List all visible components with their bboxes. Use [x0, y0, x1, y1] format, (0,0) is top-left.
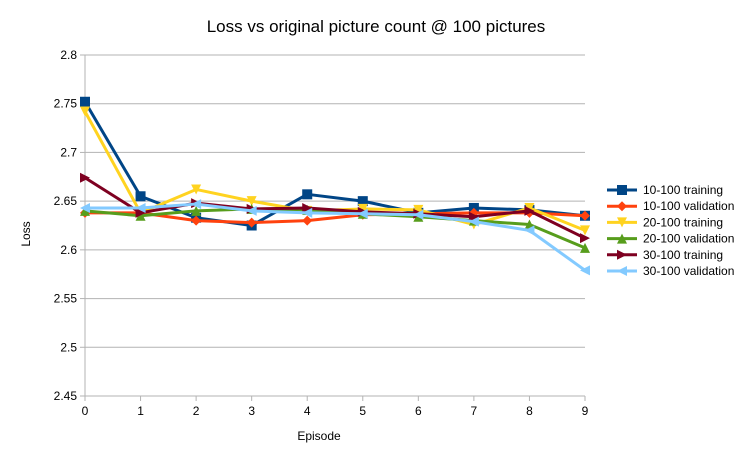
y-tick-label: 2.45 — [54, 389, 78, 403]
grid — [84, 54, 585, 397]
legend-entry: 10-100 validation — [607, 199, 734, 213]
data-point — [413, 209, 424, 220]
data-point — [524, 202, 535, 213]
legend-label: 20-100 training — [643, 215, 723, 229]
legend-label: 30-100 training — [643, 248, 723, 262]
y-tick-label: 2.5 — [60, 340, 77, 354]
data-point — [191, 184, 202, 195]
data-point — [302, 202, 313, 213]
legend-marker — [617, 249, 627, 260]
data-point — [246, 217, 257, 228]
series-6 — [80, 199, 590, 276]
data-point — [80, 205, 90, 216]
data-point — [191, 205, 202, 216]
data-point — [135, 191, 146, 202]
x-tick-label: 5 — [359, 404, 366, 418]
x-tick-label: 6 — [415, 404, 422, 418]
legend-marker — [617, 185, 627, 195]
y-axis-label: Loss — [19, 221, 33, 246]
data-point — [80, 106, 90, 117]
legend-label: 20-100 validation — [643, 232, 734, 246]
x-axis: 0 1 2 3 4 5 6 7 8 9 — [82, 396, 589, 418]
series-line — [84, 176, 586, 240]
legend: 10-100 training 10-100 validation 20-100 t… — [607, 183, 734, 278]
series-5 — [80, 172, 590, 244]
legend-entry: 20-100 training — [607, 215, 723, 229]
x-tick-label: 9 — [582, 404, 589, 418]
x-tick-label: 7 — [471, 404, 478, 418]
data-point — [468, 211, 479, 222]
data-point — [80, 172, 90, 183]
y-tick-label: 2.65 — [54, 194, 78, 208]
x-tick-label: 1 — [137, 404, 144, 418]
series-group — [80, 96, 590, 276]
data-point — [135, 207, 146, 218]
legend-marker — [617, 201, 627, 212]
data-point — [580, 210, 590, 221]
series-line — [85, 202, 586, 272]
y-tick-label: 2.8 — [60, 48, 77, 62]
x-tick-label: 8 — [526, 404, 533, 418]
x-tick-label: 0 — [82, 404, 89, 418]
data-point — [580, 242, 590, 253]
legend-label: 10-100 validation — [643, 199, 734, 213]
data-point — [302, 207, 313, 218]
legend-label: 10-100 training — [643, 183, 723, 197]
data-point — [302, 189, 313, 200]
legend-entry: 30-100 training — [607, 248, 723, 262]
data-point — [357, 196, 368, 207]
data-point — [302, 215, 313, 226]
data-point — [80, 96, 90, 107]
y-tick-label: 2.75 — [54, 97, 78, 111]
legend-entry: 10-100 training — [607, 183, 723, 197]
data-point — [246, 205, 257, 216]
data-point — [524, 205, 535, 216]
data-point — [80, 202, 90, 213]
y-axis: 2.45 2.5 2.55 2.6 2.65 2.7 2.75 2.8 — [54, 48, 85, 403]
legend-label: 30-100 validation — [643, 264, 734, 278]
x-tick-label: 3 — [248, 404, 255, 418]
data-point — [524, 225, 535, 236]
data-point — [191, 199, 202, 210]
data-point — [357, 208, 368, 219]
legend-marker — [617, 266, 627, 276]
x-axis-label: Episode — [297, 429, 341, 443]
data-point — [413, 204, 424, 215]
y-tick-label: 2.55 — [54, 292, 78, 306]
data-point — [135, 202, 146, 213]
y-tick-label: 2.7 — [60, 145, 77, 159]
data-point — [580, 233, 590, 244]
legend-entry: 20-100 validation — [607, 232, 734, 246]
data-point — [191, 215, 202, 226]
data-point — [246, 196, 257, 207]
legend-entry: 30-100 validation — [607, 264, 734, 278]
y-tick-label: 2.6 — [60, 243, 77, 257]
legend-marker — [617, 233, 627, 244]
data-point — [135, 210, 146, 221]
data-point — [580, 225, 590, 236]
x-tick-label: 2 — [193, 404, 200, 418]
chart-title: Loss vs original picture count @ 100 pic… — [207, 17, 546, 36]
x-tick-label: 4 — [304, 404, 311, 418]
data-point — [468, 216, 479, 227]
data-point — [580, 265, 590, 276]
legend-marker — [617, 217, 627, 228]
